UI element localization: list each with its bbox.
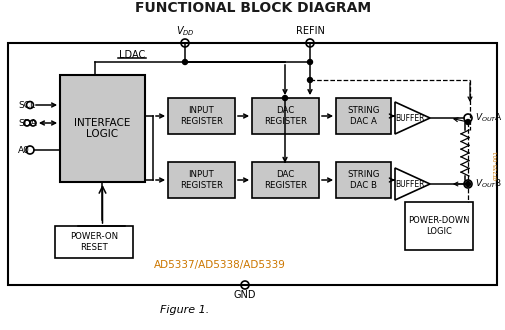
Bar [335,162,390,198]
Text: GND: GND [233,290,256,300]
Circle shape [465,182,470,186]
Text: DAC
REGISTER: DAC REGISTER [264,170,307,190]
Circle shape [307,78,312,82]
Text: BUFFER: BUFFER [394,180,424,188]
Bar [251,98,318,134]
Text: STRING
DAC A: STRING DAC A [346,106,379,126]
Text: 07735-001: 07735-001 [493,150,498,180]
Text: $V_{OUT}$A: $V_{OUT}$A [474,112,502,124]
Polygon shape [394,102,429,134]
Circle shape [282,95,287,101]
Text: AD5337/AD5338/AD5339: AD5337/AD5338/AD5339 [154,260,285,270]
Bar [60,75,145,182]
Polygon shape [394,168,429,200]
Text: REFIN: REFIN [295,26,324,36]
Text: FUNCTIONAL BLOCK DIAGRAM: FUNCTIONAL BLOCK DIAGRAM [135,1,370,15]
Text: $V_{OUT}$B: $V_{OUT}$B [474,178,501,190]
Text: $V_{DD}$: $V_{DD}$ [175,24,194,38]
Text: POWER-ON
RESET: POWER-ON RESET [70,232,118,252]
Circle shape [182,59,187,64]
Bar [168,162,234,198]
Text: Figure 1.: Figure 1. [160,305,209,315]
Bar [55,226,133,258]
Text: A0: A0 [18,146,30,154]
Text: INTERFACE
LOGIC: INTERFACE LOGIC [74,118,130,139]
Bar [335,98,390,134]
Bar [251,162,318,198]
Bar [168,98,234,134]
Text: INPUT
REGISTER: INPUT REGISTER [180,170,223,190]
Text: SDA: SDA [18,118,36,127]
Text: BUFFER: BUFFER [394,114,424,122]
Bar [8,43,496,285]
Text: POWER-DOWN
LOGIC: POWER-DOWN LOGIC [408,216,469,236]
Text: SCL: SCL [18,101,35,110]
Circle shape [307,59,312,64]
Text: STRING
DAC B: STRING DAC B [346,170,379,190]
Text: LDAC: LDAC [119,50,145,60]
Text: INPUT
REGISTER: INPUT REGISTER [180,106,223,126]
Bar [404,202,472,250]
Circle shape [465,119,470,124]
Text: DAC
REGISTER: DAC REGISTER [264,106,307,126]
